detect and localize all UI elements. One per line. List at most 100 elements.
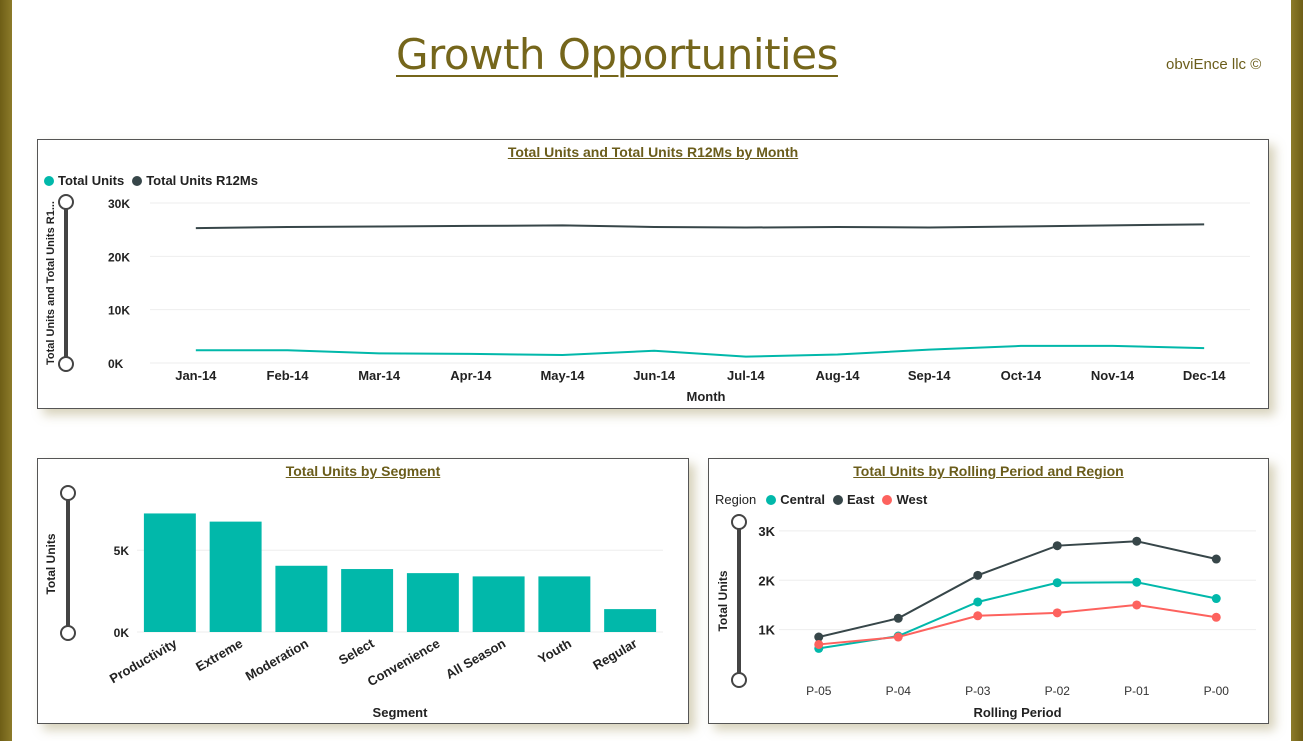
x-tick-label: Youth <box>535 636 574 667</box>
legend-marker <box>44 175 54 186</box>
x-tick-label: P-02 <box>1045 684 1071 698</box>
bar <box>472 576 525 632</box>
x-tick-label: Apr-14 <box>450 368 492 383</box>
frame-right-border <box>1291 0 1303 741</box>
data-point <box>1132 600 1142 610</box>
monthly-units-chart-panel: Total Units and Total Units R12Ms by Mon… <box>37 139 1269 409</box>
legend-item-central[interactable]: Central <box>780 492 825 507</box>
x-tick-label: Jul-14 <box>727 368 765 383</box>
data-point <box>893 613 903 623</box>
bar <box>341 569 394 632</box>
y-axis-range-slider-handle-bottom[interactable] <box>731 672 747 688</box>
x-tick-label: P-03 <box>965 684 991 698</box>
chart-legend: Region Central East West <box>715 492 927 507</box>
brand-label: obviEnce llc © <box>1166 56 1262 73</box>
series-line <box>195 344 1205 358</box>
x-tick-label: Feb-14 <box>267 368 310 383</box>
chart-title: Total Units by Segment <box>285 463 441 479</box>
legend-marker <box>882 494 893 505</box>
y-axis-label: Total Units and Total Units R1... <box>45 201 57 365</box>
bar <box>406 573 459 632</box>
region-units-chart-panel: Total Units by Rolling Period and Region… <box>708 458 1269 724</box>
x-tick-label: P-00 <box>1204 684 1230 698</box>
x-tick-label: Extreme <box>193 636 245 675</box>
x-tick-label: P-01 <box>1124 684 1150 698</box>
x-tick-label: Dec-14 <box>1183 368 1226 383</box>
legend-item-total-units-r12ms[interactable]: Total Units R12Ms <box>146 173 258 188</box>
legend-item-west[interactable]: West <box>896 492 928 507</box>
x-tick-label: Jun-14 <box>633 368 676 383</box>
chart-title: Total Units and Total Units R12Ms by Mon… <box>507 144 799 160</box>
y-tick-label: 20K <box>108 250 130 264</box>
data-point <box>1132 536 1142 546</box>
y-axis-range-slider-track[interactable] <box>64 202 68 362</box>
y-axis-range-slider-track[interactable] <box>737 523 741 679</box>
bar <box>604 609 657 632</box>
series-line <box>818 603 1217 646</box>
data-point <box>893 632 903 642</box>
data-point <box>1052 541 1062 551</box>
data-point <box>814 639 824 649</box>
x-tick-label: Productivity <box>107 635 180 686</box>
chart-plot-area: 1K 2K 3K P-05 P-04 P-03 P-02 P-01 P-00 Rolling Pe… <box>716 524 1256 720</box>
y-tick-label: 0K <box>114 626 130 640</box>
chart-plot-area: 0K 10K 20K 30K Jan-14 Feb-14 Mar-14 Apr-14 May-1… <box>45 197 1250 404</box>
x-tick-label: May-14 <box>540 368 585 383</box>
y-axis-range-slider-track[interactable] <box>66 495 70 631</box>
data-point <box>973 570 983 580</box>
x-tick-label: Sep-14 <box>908 368 951 383</box>
legend-marker <box>132 175 143 186</box>
y-axis-range-slider-handle-top[interactable] <box>731 514 747 530</box>
bar <box>209 521 262 632</box>
legend-marker <box>766 494 777 505</box>
chart-legend: Total Units Total Units R12Ms <box>42 173 258 188</box>
segment-units-chart-panel: Total Units by Segment 0K 5K Productivity E… <box>37 458 689 724</box>
data-point <box>1211 594 1221 604</box>
x-tick-label: Convenience <box>365 636 443 689</box>
legend-item-east[interactable]: East <box>847 492 875 507</box>
x-tick-label: Jan-14 <box>175 368 217 383</box>
x-tick-label: Select <box>336 635 377 667</box>
series-line <box>818 540 1217 639</box>
y-axis-range-slider-handle-bottom[interactable] <box>60 625 76 641</box>
y-axis-label: Total Units <box>44 533 58 594</box>
data-point <box>1211 554 1221 564</box>
y-tick-label: 1K <box>758 623 775 638</box>
x-axis-label: Segment <box>373 705 429 720</box>
legend-marker <box>833 494 843 505</box>
page-title: Growth Opportunities <box>396 30 838 79</box>
x-tick-label: P-05 <box>806 684 832 698</box>
y-tick-label: 30K <box>108 197 130 211</box>
y-axis-range-slider-handle-top[interactable] <box>58 194 74 210</box>
y-tick-label: 5K <box>114 544 130 558</box>
x-tick-label: Aug-14 <box>815 368 860 383</box>
bar <box>143 513 196 632</box>
series-line <box>195 223 1205 230</box>
y-axis-label: Total Units <box>716 570 730 631</box>
y-tick-label: 2K <box>758 573 775 588</box>
x-tick-label: Nov-14 <box>1091 368 1135 383</box>
x-tick-label: Regular <box>590 636 639 673</box>
data-point <box>973 611 983 621</box>
x-tick-label: All Season <box>443 636 508 682</box>
x-tick-label: Oct-14 <box>1001 368 1042 383</box>
chart-title: Total Units by Rolling Period and Region <box>853 463 1124 479</box>
legend-title: Region <box>715 492 757 507</box>
x-axis-label: Month <box>687 389 726 404</box>
legend-item-total-units[interactable]: Total Units <box>58 173 125 188</box>
y-axis-range-slider-handle-top[interactable] <box>60 485 76 501</box>
data-point <box>1211 612 1221 622</box>
y-axis-range-slider-handle-bottom[interactable] <box>58 356 74 372</box>
data-point <box>1052 578 1062 588</box>
data-point <box>1132 577 1142 587</box>
x-tick-label: Mar-14 <box>358 368 401 383</box>
y-tick-label: 0K <box>108 357 124 371</box>
y-tick-label: 10K <box>108 304 130 318</box>
frame-left-border <box>0 0 12 741</box>
data-point <box>814 632 824 642</box>
bar <box>538 576 591 632</box>
x-axis-label: Rolling Period <box>973 705 1061 720</box>
x-tick-label: Moderation <box>243 636 311 684</box>
bar <box>275 565 328 632</box>
